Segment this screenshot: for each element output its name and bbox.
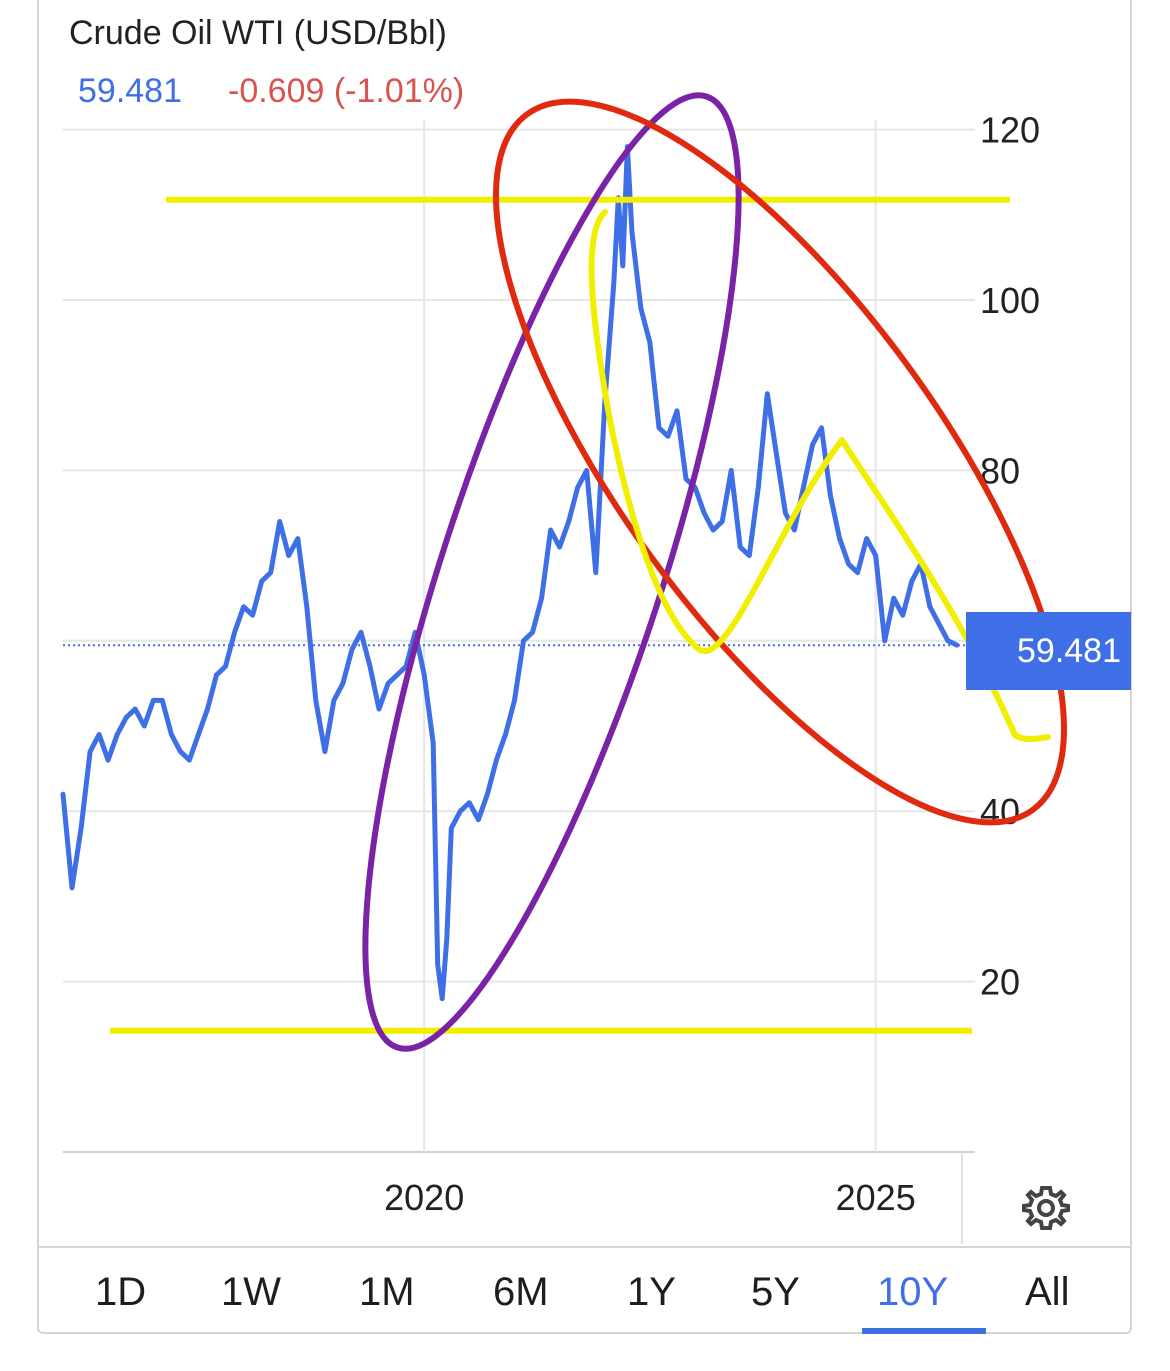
gear-icon[interactable] [1022, 1184, 1070, 1232]
tab-6m[interactable]: 6M [493, 1270, 549, 1314]
tab-all[interactable]: All [1025, 1270, 1070, 1314]
hand-drawn-annotations [110, 92, 1067, 1052]
y-tick-label: 40 [980, 791, 1020, 832]
chart-title: Crude Oil WTI (USD/Bbl) [69, 14, 447, 52]
price-change: -0.609 (-1.01%) [228, 72, 465, 110]
y-tick-label: 120 [980, 110, 1040, 151]
chart-card [37, 0, 1132, 1334]
x-tick-label: 2025 [836, 1177, 916, 1218]
tab-5y[interactable]: 5Y [751, 1270, 800, 1314]
tab-1w[interactable]: 1W [221, 1270, 281, 1314]
current-price: 59.481 [78, 72, 182, 110]
x-tick-label: 2020 [384, 1177, 464, 1218]
tab-1m[interactable]: 1M [359, 1270, 415, 1314]
purple-ellipse [362, 92, 742, 1052]
y-tick-label: 20 [980, 962, 1020, 1003]
tab-1y[interactable]: 1Y [627, 1270, 676, 1314]
red-ellipse [493, 98, 1067, 826]
tab-10y[interactable]: 10Y [877, 1270, 949, 1314]
active-tab-indicator [862, 1328, 986, 1334]
range-tabs: 1D 1W 1M 6M 1Y 5Y 10Y All [39, 1246, 1130, 1334]
y-tick-label: 100 [980, 280, 1040, 321]
tab-1d[interactable]: 1D [95, 1270, 147, 1314]
last-price-tag: 59.481 [966, 612, 1131, 690]
